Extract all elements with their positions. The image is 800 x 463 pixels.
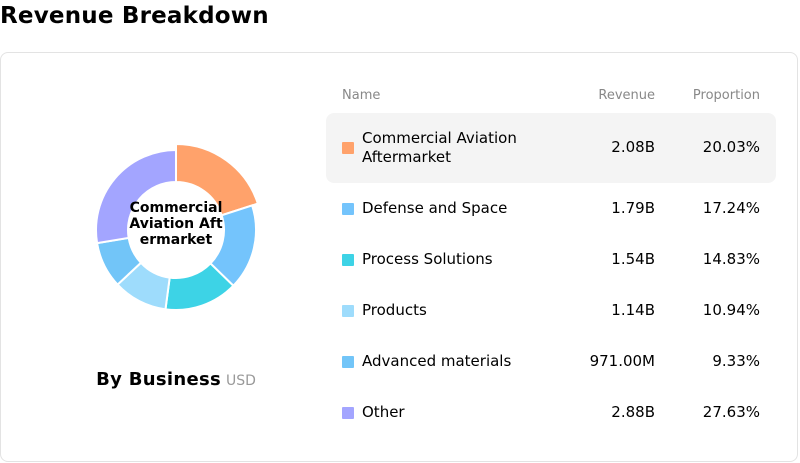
legend-swatch <box>342 253 354 266</box>
chart-caption: By Business USD <box>1 369 351 390</box>
header-name: Name <box>342 88 381 103</box>
row-proportion: 14.83% <box>702 249 760 268</box>
row-name: Products <box>362 300 427 319</box>
donut-chart <box>95 142 260 311</box>
row-name: Commercial Aviation Aftermarket <box>362 129 517 166</box>
chart-caption-unit: USD <box>225 373 256 389</box>
table-row[interactable]: Other 2.88B 27.63% <box>326 387 776 438</box>
row-proportion: 9.33% <box>712 351 760 370</box>
header-revenue: Revenue <box>598 88 655 103</box>
header-proportion: Proportion <box>692 88 760 103</box>
donut-slice[interactable] <box>175 142 260 217</box>
table-row[interactable]: Products 1.14B 10.94% <box>326 285 776 336</box>
legend-swatch <box>342 202 354 215</box>
donut-slice[interactable] <box>95 148 177 245</box>
page-title: Revenue Breakdown <box>0 3 269 29</box>
table-row[interactable]: Advanced materials 971.00M 9.33% <box>326 336 776 387</box>
row-revenue: 2.08B <box>611 138 655 156</box>
row-proportion: 10.94% <box>702 300 760 319</box>
row-proportion: 20.03% <box>702 138 760 156</box>
legend-swatch <box>342 355 354 368</box>
table-header: Name Revenue Proportion <box>326 81 776 111</box>
legend-swatch <box>342 142 354 154</box>
chart-caption-title: By Business <box>96 369 221 390</box>
revenue-card: Commercial Aviation Aftermarket By Busin… <box>0 52 798 462</box>
row-name: Defense and Space <box>362 198 508 217</box>
row-revenue: 1.14B <box>611 300 655 319</box>
row-revenue: 1.79B <box>611 198 655 217</box>
row-name: Process Solutions <box>362 249 493 268</box>
row-proportion: 17.24% <box>702 198 760 217</box>
legend-swatch <box>342 406 354 419</box>
table-row[interactable]: Defense and Space 1.79B 17.24% <box>326 183 776 234</box>
row-revenue: 2.88B <box>611 402 655 421</box>
donut-center-label: Commercial Aviation Aftermarket <box>129 200 223 248</box>
row-revenue: 1.54B <box>611 249 655 268</box>
row-revenue: 971.00M <box>589 351 655 370</box>
row-name: Advanced materials <box>362 351 512 370</box>
legend-swatch <box>342 304 354 317</box>
table-row[interactable]: Process Solutions 1.54B 14.83% <box>326 234 776 285</box>
row-name: Other <box>362 402 405 421</box>
revenue-table: Name Revenue Proportion Commercial Aviat… <box>326 81 776 438</box>
row-proportion: 27.63% <box>702 402 760 421</box>
table-row[interactable]: Commercial Aviation Aftermarket 2.08B 20.0… <box>326 113 776 183</box>
